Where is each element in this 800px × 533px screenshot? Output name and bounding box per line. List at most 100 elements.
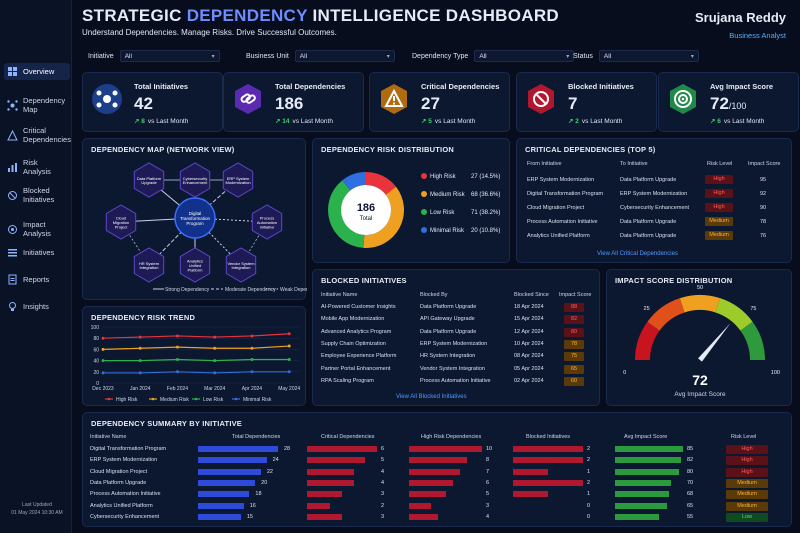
- data-point[interactable]: [175, 357, 179, 361]
- table-row[interactable]: Process Automation Initiative 18 3 5 1 68 Medi…: [83, 490, 783, 501]
- data-point[interactable]: [213, 335, 217, 339]
- user-profile[interactable]: Srujana Reddy Business Analyst: [695, 10, 786, 40]
- sidebar-item-dependency-map[interactable]: Dependency Map: [4, 93, 70, 117]
- data-point[interactable]: [101, 347, 105, 351]
- data-point[interactable]: [287, 370, 291, 374]
- cell-highrisk: 7: [486, 468, 490, 475]
- cell-impact: 82: [687, 457, 694, 464]
- table-row[interactable]: ERP System Modernization 24 5 8 2 82 High: [83, 456, 783, 467]
- table-row[interactable]: Digital Transformation Program 28 6 10 2 85 Hi…: [83, 445, 783, 456]
- view-all-blocked-link[interactable]: View All Blocked Initiatives: [396, 394, 467, 400]
- data-point[interactable]: [250, 357, 254, 361]
- score-badge: 82: [564, 315, 584, 325]
- data-point[interactable]: [213, 371, 217, 375]
- legend-dot: [421, 227, 427, 233]
- network-node[interactable]: Process Automation Initiative: [251, 204, 283, 240]
- data-point[interactable]: [250, 334, 254, 338]
- data-point[interactable]: [101, 371, 105, 375]
- data-point[interactable]: [287, 357, 291, 361]
- data-point[interactable]: [250, 370, 254, 374]
- cell-blocked-by: HR System Integration: [420, 353, 476, 360]
- network-node[interactable]: Data Platform Upgrade: [133, 162, 165, 198]
- filter-select[interactable]: All ▾: [474, 50, 575, 62]
- network-node[interactable]: ERP System Modernization: [222, 162, 254, 198]
- donut-center: [341, 185, 391, 235]
- column-header: From Initiative: [527, 161, 562, 167]
- data-point[interactable]: [101, 359, 105, 363]
- network-node[interactable]: Cloud Migration Project: [105, 204, 137, 240]
- data-point[interactable]: [138, 359, 142, 363]
- network-node[interactable]: Analytics Unified Platform: [179, 247, 211, 283]
- score-badge: 60: [564, 376, 584, 386]
- kpi-card-critical-dependencies[interactable]: Critical Dependencies 27 ↗ 5 vs Last Month: [369, 72, 510, 132]
- donut-slice[interactable]: [328, 180, 365, 248]
- sidebar-item-initiatives[interactable]: Initiatives: [4, 244, 70, 261]
- donut-slice[interactable]: [363, 186, 404, 248]
- donut-chart[interactable]: 186 Total High Risk 27 (14.5%) Medium Risk 68…: [313, 139, 511, 264]
- kpi-number: 7: [568, 94, 578, 113]
- data-point[interactable]: [138, 335, 142, 339]
- kpi-card-blocked-initiatives[interactable]: Blocked Initiatives 7 ↗ 2 vs Last Month: [516, 72, 657, 132]
- data-point[interactable]: [138, 371, 142, 375]
- filter-select[interactable]: All ▾: [598, 50, 699, 62]
- filter-select[interactable]: All ▾: [119, 50, 220, 62]
- cell-highrisk: 10: [486, 446, 493, 452]
- gauge-tick-label: 25: [644, 306, 650, 312]
- network-graph[interactable]: Digital Transformation Program Data Platfor…: [83, 139, 307, 301]
- sidebar-item-critical-dependencies[interactable]: Critical Dependencies: [4, 123, 71, 147]
- sidebar-item-insights[interactable]: Insights: [4, 298, 70, 315]
- grid-icon: [8, 67, 17, 76]
- legend-value: 20 (10.8%): [471, 228, 500, 234]
- bar-total: [198, 457, 267, 464]
- data-point[interactable]: [138, 346, 142, 350]
- data-point[interactable]: [175, 334, 179, 338]
- network-node-center[interactable]: Digital Transformation Program: [174, 197, 216, 239]
- score-badge: 65: [564, 364, 584, 374]
- data-point[interactable]: [101, 336, 105, 340]
- target-icon: [670, 84, 696, 114]
- data-point[interactable]: [250, 346, 254, 350]
- sidebar-item-risk-analysis[interactable]: Risk Analysis: [4, 155, 70, 179]
- line-chart[interactable]: 0 20 40 60 80 100 Dec 2023 Jan 2024 Feb 2024 Mar …: [83, 307, 307, 407]
- panel-title: DEPENDENCY MAP (NETWORK VIEW): [91, 145, 235, 154]
- table-row[interactable]: Analytics Unified Platform 16 2 3 0 65 Medium: [83, 501, 783, 513]
- kpi-card-total-initiatives[interactable]: Total Initiatives 42 ↗ 8 vs Last Month: [82, 72, 223, 132]
- data-point[interactable]: [287, 332, 291, 336]
- risk-badge: Medium: [705, 217, 733, 226]
- bar-impact: [615, 513, 659, 520]
- cell-date: 08 Apr 2024: [514, 353, 544, 360]
- network-node[interactable]: Cybersecurity Enhancement: [179, 162, 211, 198]
- network-node[interactable]: HR System Integration: [133, 247, 165, 283]
- gauge-tick-label: 0: [623, 370, 626, 376]
- table-row[interactable]: Cloud Migration Project 22 4 7 1 80 High: [83, 467, 783, 479]
- kpi-card-avg-impact-score[interactable]: Avg Impact Score 72/100 ↗ 6 vs Last Month: [658, 72, 799, 132]
- sidebar-item-blocked-initiatives[interactable]: Blocked Initiatives: [4, 183, 70, 207]
- data-point[interactable]: [287, 344, 291, 348]
- data-point[interactable]: [213, 346, 217, 350]
- node-label: Digital Transformation Program: [180, 211, 211, 226]
- donut-slice[interactable]: [366, 172, 397, 195]
- sidebar-item-impact-analysis[interactable]: Impact Analysis: [4, 217, 70, 241]
- network-node[interactable]: Vendor System Integration: [225, 247, 257, 283]
- sidebar-item-overview[interactable]: Overview: [4, 63, 70, 80]
- cell-to: Data Platform Upgrade: [620, 219, 677, 225]
- column-header: Blocked By: [420, 292, 448, 298]
- sidebar-item-reports[interactable]: Reports: [4, 271, 70, 288]
- donut-slice[interactable]: [342, 172, 366, 191]
- data-point[interactable]: [175, 370, 179, 374]
- cell-initiative: ERP System Modernization: [90, 457, 158, 464]
- cell-highrisk: 5: [486, 491, 490, 498]
- bar-highrisk: [409, 513, 439, 520]
- cell-highrisk: 8: [486, 457, 490, 464]
- arrow-up-icon: ↗: [710, 118, 718, 125]
- gauge-chart: 0 25 50 75 100 72 Avg Impact Score: [623, 285, 780, 398]
- kpi-label: Critical Dependencies: [421, 82, 500, 91]
- risk-badge: High: [705, 189, 733, 198]
- table-row[interactable]: Cybersecurity Enhancement 15 3 4 0 55 Low: [83, 512, 783, 524]
- table-row[interactable]: Data Platform Upgrade 20 4 6 2 70 Medium: [83, 478, 783, 490]
- filter-select[interactable]: All ▾: [294, 50, 395, 62]
- view-all-critical-link[interactable]: View All Critical Dependencies: [597, 251, 678, 257]
- kpi-card-total-dependencies[interactable]: Total Dependencies 186 ↗ 14 vs Last Month: [223, 72, 364, 132]
- data-point[interactable]: [213, 359, 217, 363]
- data-point[interactable]: [175, 345, 179, 349]
